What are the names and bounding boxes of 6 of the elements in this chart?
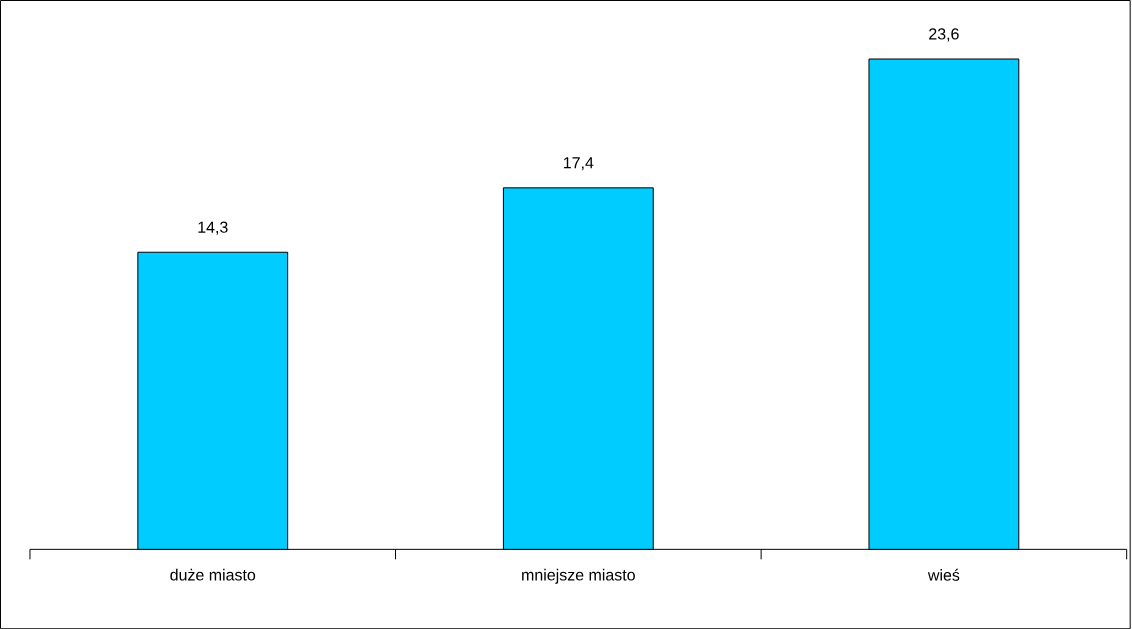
x-tick-label: wieś — [927, 568, 960, 581]
data-label: 23,6 — [929, 28, 959, 42]
data-label: 17,4 — [563, 157, 594, 171]
data-label: 14,3 — [198, 221, 228, 235]
x-tick-label: duże miasto — [170, 568, 256, 581]
x-tick-label: mniejsze miasto — [522, 568, 635, 584]
